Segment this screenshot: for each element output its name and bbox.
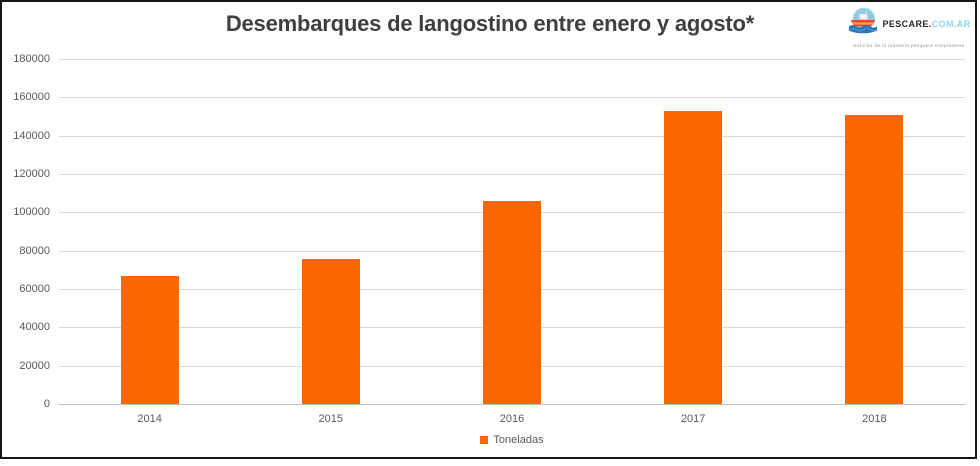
y-axis-tick-40000: 40000 — [19, 321, 50, 334]
logo-tagline: Noticias de la industria pesquera marpla… — [853, 43, 965, 48]
y-axis-tick-20000: 20000 — [19, 359, 50, 372]
y-axis-tick-100000: 100000 — [13, 206, 50, 219]
y-axis-tick-180000: 180000 — [13, 53, 50, 65]
x-axis-label-2014: 2014 — [137, 413, 162, 425]
y-axis-tick-0: 0 — [43, 398, 50, 410]
logo-wordmark: PESCARE.COM.AR — [882, 19, 970, 29]
fishing-boat-icon — [847, 7, 879, 41]
y-axis-tick-80000: 80000 — [19, 244, 50, 257]
x-axis-label-2018: 2018 — [862, 413, 887, 425]
legend: Toneladas — [59, 434, 965, 446]
logo-name-dark: PESCARE. — [882, 19, 932, 29]
logo-row: PESCARE.COM.AR — [847, 7, 970, 41]
gridline-160000 — [59, 97, 965, 99]
gridline-140000 — [59, 135, 965, 137]
gridline-120000 — [59, 174, 965, 175]
x-axis-label-2017: 2017 — [680, 413, 706, 425]
bar-2018 — [845, 114, 904, 404]
x-axis-label-2015: 2015 — [318, 413, 344, 425]
y-axis-tick-140000: 140000 — [13, 129, 50, 142]
legend-swatch-toneladas — [480, 436, 489, 444]
logo-name-light: COM.AR — [931, 19, 971, 29]
gridline-180000 — [59, 59, 965, 60]
y-axis-tick-120000: 120000 — [13, 168, 50, 180]
bar-2016 — [483, 200, 541, 404]
x-axis-label-2016: 2016 — [499, 413, 525, 425]
pescare-logo: PESCARE.COM.AR Noticias de la industria … — [847, 7, 970, 48]
legend-label: Toneladas — [493, 434, 544, 446]
y-axis-tick-60000: 60000 — [19, 283, 50, 295]
bar-2014 — [120, 275, 179, 404]
y-axis-tick-160000: 160000 — [13, 91, 50, 104]
gridline-0 — [59, 404, 965, 405]
bar-2015 — [301, 259, 360, 404]
bar-2017 — [664, 110, 723, 405]
chart-title: Desembarques de langostino entre enero y… — [225, 11, 755, 36]
